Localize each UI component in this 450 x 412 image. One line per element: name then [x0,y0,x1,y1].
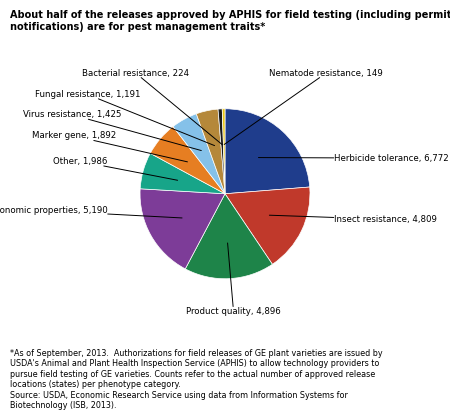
Text: Product quality, 4,896: Product quality, 4,896 [186,243,281,316]
Text: About half of the releases approved by APHIS for field testing (including permit: About half of the releases approved by A… [10,10,450,32]
Text: Other, 1,986: Other, 1,986 [54,157,178,180]
Text: *As of September, 2013.  Authorizations for field releases of GE plant varieties: *As of September, 2013. Authorizations f… [10,349,382,410]
Wedge shape [196,109,225,194]
Text: Agronomic properties, 5,190: Agronomic properties, 5,190 [0,206,182,218]
Text: Virus resistance, 1,425: Virus resistance, 1,425 [23,110,201,150]
Wedge shape [218,109,225,194]
Wedge shape [225,109,310,194]
Wedge shape [140,153,225,194]
Text: Insect resistance, 4,809: Insect resistance, 4,809 [270,215,436,224]
Text: Herbicide tolerance, 6,772: Herbicide tolerance, 6,772 [258,154,449,163]
Wedge shape [225,187,310,265]
Text: Bacterial resistance, 224: Bacterial resistance, 224 [82,69,222,145]
Wedge shape [185,194,272,279]
Text: Fungal resistance, 1,191: Fungal resistance, 1,191 [35,90,215,145]
Wedge shape [140,189,225,269]
Text: Marker gene, 1,892: Marker gene, 1,892 [32,131,188,162]
Wedge shape [150,126,225,194]
Wedge shape [222,109,225,194]
Wedge shape [173,114,225,194]
Text: Nematode resistance, 149: Nematode resistance, 149 [224,69,383,145]
